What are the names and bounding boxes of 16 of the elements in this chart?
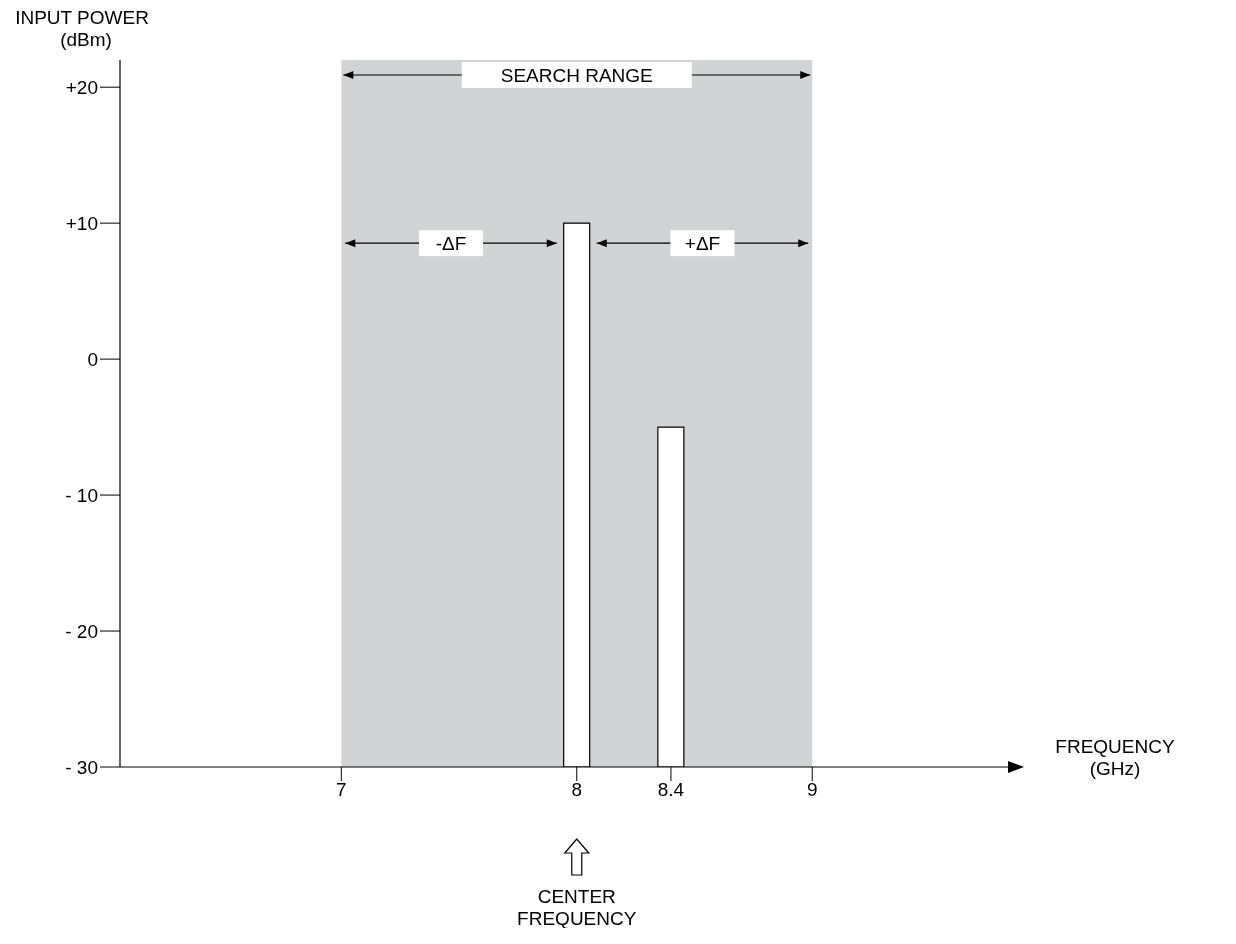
y-tick-label: - 20 xyxy=(65,620,98,642)
band-label: SEARCH RANGE xyxy=(500,65,653,86)
annotation: +ΔF xyxy=(684,233,721,255)
y-tick-label: +20 xyxy=(65,76,98,98)
x-tick-label: 7 xyxy=(336,779,347,801)
text: CENTER FREQUENCY xyxy=(517,886,637,929)
annotation: -ΔF xyxy=(435,233,467,255)
x-tick-label: 9 xyxy=(806,779,818,801)
x-axis-title: FREQUENCY (GHz) xyxy=(1055,736,1175,779)
y-tick-label: - 30 xyxy=(65,756,98,778)
x-tick-label: 8.4 xyxy=(657,779,685,801)
y-tick-label: 0 xyxy=(87,348,98,370)
y-tick-label: +10 xyxy=(65,212,98,234)
x-tick-label: 8 xyxy=(571,779,583,801)
y-axis-title: INPUT POWER (dBm) xyxy=(15,7,149,50)
y-tick-label: - 10 xyxy=(65,484,98,506)
